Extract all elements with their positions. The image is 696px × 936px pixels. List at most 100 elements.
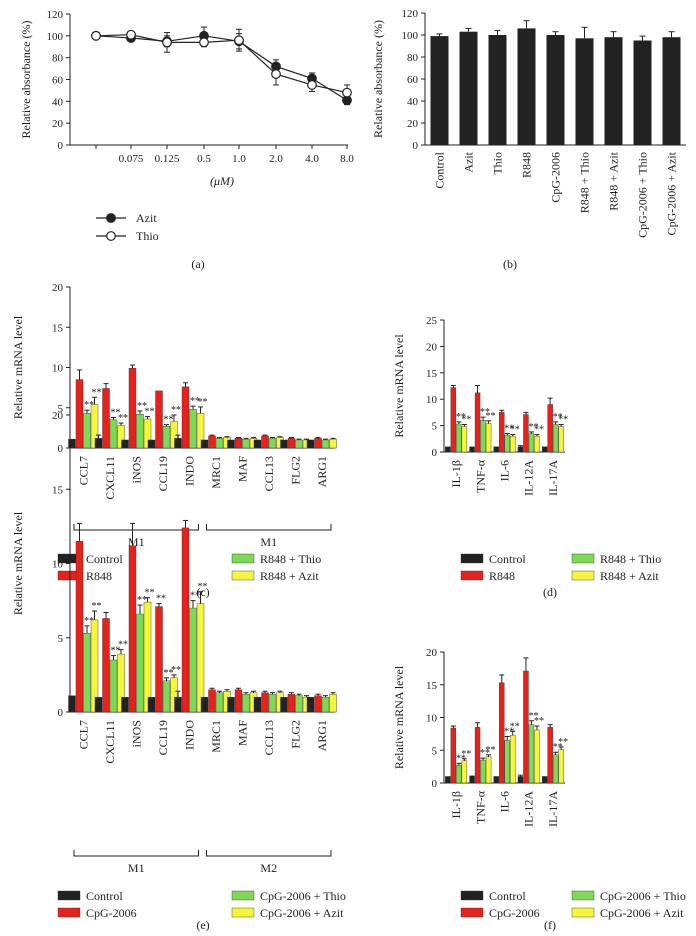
legend-swatch (460, 553, 484, 564)
bar-cpg-2006 (128, 545, 137, 713)
point-thio (342, 87, 352, 98)
x-tick-label: iNOS (129, 456, 143, 483)
group-label: M1 (128, 861, 145, 875)
y-axis-title: Relative absorbance (%) (371, 20, 385, 138)
x-tick-label: ARG1 (315, 720, 329, 751)
bar-cpg-2006-azit (510, 734, 516, 784)
x-tick-label: Azit (462, 151, 476, 172)
bar-r848 (287, 438, 296, 449)
significance-marker: ** (198, 397, 208, 408)
y-tick-label: 10 (426, 713, 438, 725)
bar-cpg-2006-azit (558, 749, 564, 784)
bar-control (517, 776, 524, 784)
y-tick-label: 0 (58, 443, 64, 455)
x-tick-label: CpG-2006 (549, 152, 563, 203)
bar-control (227, 696, 235, 713)
y-axis-title: Relative mRNA level (392, 334, 406, 438)
legend-swatch (460, 890, 484, 901)
x-tick-label: 2.0 (269, 153, 283, 165)
significance-marker: ** (534, 716, 544, 727)
bar-control (200, 696, 209, 713)
x-tick-label: CXCL11 (103, 720, 117, 764)
bar-cpg-2006-thio (552, 754, 559, 784)
bar-r848 (261, 435, 269, 449)
y-tick-label: 20 (426, 341, 438, 353)
y-tick-label: 15 (52, 484, 64, 496)
x-tick-label: FLG2 (288, 456, 302, 485)
bar-cpg-2006 (181, 527, 190, 713)
bar-r848 (155, 390, 163, 449)
point-thio (162, 37, 172, 48)
bar-control (306, 439, 315, 449)
point-thio (271, 69, 281, 79)
y-tick-label: 15 (426, 368, 438, 380)
bar-r848 (523, 414, 529, 453)
legend-marker (106, 213, 116, 223)
legend-label: CpG-2006 + Thio (600, 889, 686, 903)
group-bracket (73, 524, 199, 531)
legend-swatch (231, 890, 255, 901)
y-tick-label: 100 (402, 30, 419, 42)
significance-marker: ** (156, 594, 166, 605)
bar-control (121, 439, 129, 449)
y-tick-label: 20 (52, 282, 64, 294)
significance-marker: ** (486, 745, 496, 756)
group-bracket (206, 524, 332, 531)
bar-cpg-2006-thio (242, 693, 250, 713)
significance-marker: ** (504, 726, 514, 737)
significance-marker: ** (137, 595, 147, 606)
bar-cpg-2006 (547, 727, 553, 784)
bar-r848-azit (461, 426, 468, 453)
bar-control (253, 696, 262, 713)
group-bracket (206, 850, 332, 857)
bar-control (147, 439, 156, 449)
x-tick-label: INDO (182, 456, 196, 486)
x-tick-label: 4.0 (305, 153, 319, 165)
significance-marker: ** (510, 721, 520, 732)
bar-r848-azit (329, 438, 337, 449)
legend-label: Control (86, 889, 123, 903)
legend-label: R848 + Thio (600, 552, 661, 566)
bar-r848-azit (485, 423, 492, 453)
x-tick-label: IL-1β (449, 791, 463, 818)
bar-cpg-2006 (75, 541, 84, 713)
significance-marker: ** (456, 412, 466, 423)
x-tick-label: Control (433, 151, 447, 188)
panel-label-d: (d) (543, 585, 557, 599)
significance-marker: ** (534, 425, 544, 436)
legend-label: R848 (86, 569, 112, 583)
bar-cpg-2006 (261, 692, 269, 713)
y-tick-label: 60 (52, 75, 64, 87)
x-tick-label: IL-6 (498, 791, 512, 812)
y-axis-title: Relative mRNA level (11, 315, 25, 419)
legend-swatch (571, 553, 595, 564)
x-tick-label: IL-6 (498, 460, 512, 481)
point-thio (91, 30, 101, 41)
significance-marker: ** (171, 405, 181, 416)
y-tick-label: 5 (432, 421, 438, 433)
x-tick-label: MRC1 (209, 456, 223, 489)
y-tick-label: 120 (402, 8, 419, 20)
legend-label: Control (489, 552, 526, 566)
legend-marker (106, 231, 116, 241)
y-tick-label: 15 (52, 322, 64, 334)
significance-marker: ** (558, 737, 568, 748)
y-tick-label: 20 (426, 647, 438, 659)
bar-cpg-2006-thio (162, 680, 171, 713)
y-tick-label: 60 (407, 74, 419, 86)
bar-cpg-2006-azit (143, 601, 152, 713)
bar-cpg-2006-azit (485, 756, 492, 784)
significance-marker: ** (528, 422, 538, 433)
significance-marker: ** (137, 401, 147, 412)
significance-marker: ** (145, 588, 155, 599)
legend-swatch (231, 570, 255, 581)
bar-r848 (474, 392, 481, 453)
group-bracket (73, 850, 199, 857)
bar-r848 (75, 379, 84, 449)
bar-cpg-2006 (234, 689, 243, 713)
bar-control (174, 438, 182, 449)
